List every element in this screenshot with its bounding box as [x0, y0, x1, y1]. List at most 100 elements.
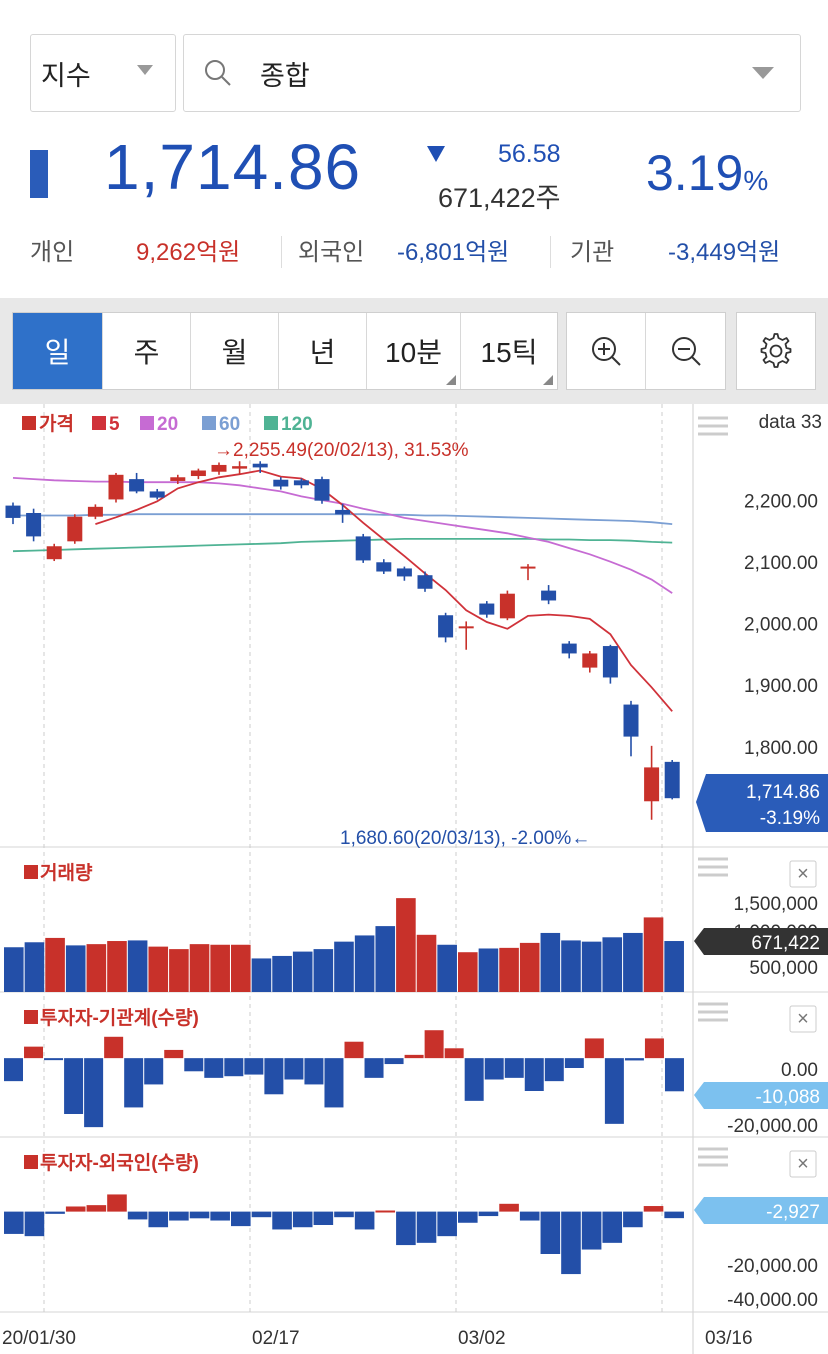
bar — [313, 1211, 334, 1225]
close-panel-button — [789, 1005, 817, 1033]
candle-body — [108, 474, 124, 500]
stock-chart[interactable]: 2,200.00 2,100.00 2,000.00 1,900.00 1,800.00… — [0, 404, 828, 1354]
bar — [581, 1211, 602, 1250]
tab-month[interactable]: 월 — [191, 313, 279, 389]
bar — [664, 1211, 684, 1219]
zoom-controls — [566, 312, 726, 390]
bar — [564, 1058, 584, 1068]
y-tick-label: -40,000.00 — [727, 1290, 818, 1311]
bar — [334, 1211, 354, 1218]
zoom-in-icon — [592, 337, 621, 366]
bar — [292, 1211, 313, 1228]
bar — [210, 1211, 230, 1221]
bar — [224, 1058, 244, 1077]
bar — [602, 937, 623, 992]
close-icon: × — [797, 1008, 809, 1030]
legend-label: 가격 — [39, 413, 74, 435]
index-search-dropdown[interactable]: 종합 — [183, 34, 801, 112]
bar — [581, 941, 602, 992]
bar — [86, 1205, 107, 1212]
bar — [623, 1211, 643, 1228]
bar — [148, 1211, 169, 1228]
close-panel-button — [789, 860, 817, 888]
bar — [602, 1211, 623, 1243]
bar — [437, 1211, 457, 1237]
candle-body — [396, 568, 412, 577]
candle-body — [438, 615, 454, 638]
tab-year[interactable]: 년 — [279, 313, 367, 389]
candle-body — [479, 603, 495, 615]
foreign-amount: -6,801 — [397, 239, 466, 266]
bar — [561, 1211, 581, 1275]
bar — [127, 1211, 148, 1220]
bar — [44, 1058, 64, 1061]
tab-week[interactable]: 주 — [103, 313, 191, 389]
bar — [313, 949, 334, 992]
bar — [231, 1211, 251, 1227]
dropdown-corner-icon — [446, 375, 456, 385]
candle-body — [458, 626, 474, 629]
tab-day[interactable]: 일 — [13, 313, 103, 389]
market-type-value: 지수 — [41, 60, 91, 91]
bar — [458, 952, 478, 992]
zoom-out-icon — [671, 337, 701, 366]
panel-title-swatch — [24, 1155, 38, 1169]
market-type-dropdown[interactable]: 지수 — [30, 34, 176, 112]
gear-icon — [760, 333, 792, 368]
bar — [424, 1030, 444, 1059]
candle-body — [582, 653, 598, 668]
candle-body — [67, 516, 83, 542]
bar — [127, 940, 148, 992]
chart-toolbar: 일 주 월 년 10분 15틱 — [0, 298, 828, 404]
institution-label: 기관 — [570, 239, 615, 266]
bar — [107, 1194, 127, 1212]
bar — [384, 1058, 404, 1065]
candle-body — [561, 643, 577, 654]
candle-body — [335, 509, 351, 515]
y-tick-label: 2,200.00 — [744, 491, 818, 512]
x-tick-label: 02/17 — [252, 1328, 300, 1349]
bar — [396, 1211, 416, 1246]
chevron-down-icon — [137, 65, 153, 75]
candle-body — [129, 479, 145, 492]
bar — [251, 958, 272, 992]
bar — [504, 1058, 524, 1078]
bar — [524, 1058, 544, 1091]
tab-day-label: 일 — [44, 337, 71, 368]
candle-body — [499, 593, 515, 619]
bar — [164, 1049, 184, 1059]
bar — [416, 1211, 437, 1243]
panel-title: 투자자-외국인(수량) — [40, 1152, 199, 1174]
bar — [24, 942, 45, 992]
direction-marker — [30, 150, 48, 198]
current-value-badge-text: 671,422 — [751, 933, 820, 954]
candle-body — [623, 704, 639, 737]
change-percent-value: 3.19 — [646, 145, 744, 201]
candle-body — [252, 463, 268, 468]
bar — [86, 944, 107, 992]
y-tick-label: 1,800.00 — [744, 738, 818, 759]
bar — [344, 1041, 364, 1059]
individual-value: 9,262억원 — [136, 232, 240, 267]
bar — [107, 941, 127, 992]
tab-15tick[interactable]: 15틱 — [461, 313, 557, 389]
bar — [251, 1211, 272, 1218]
candle-body — [26, 512, 42, 537]
zoom-in-button[interactable] — [567, 313, 646, 389]
zoom-out-button[interactable] — [646, 313, 725, 389]
bar — [664, 941, 684, 992]
data-count-label: data 33 — [759, 412, 822, 433]
price-quote: 1,714.86 56.58 671,422주 3.19% — [0, 130, 828, 213]
individual-unit: 억원 — [196, 239, 241, 266]
institution-value: -3,449억원 — [668, 232, 780, 267]
panel-title: 거래량 — [40, 862, 93, 884]
legend-swatch — [202, 416, 216, 430]
bar — [484, 1058, 504, 1080]
candle-body — [87, 506, 103, 517]
tab-year-label: 년 — [309, 337, 336, 368]
candle-body — [355, 536, 371, 561]
tab-10min[interactable]: 10분 — [367, 313, 461, 389]
bar — [499, 1203, 519, 1212]
legend-label: 120 — [281, 414, 313, 435]
settings-button[interactable] — [737, 313, 815, 389]
